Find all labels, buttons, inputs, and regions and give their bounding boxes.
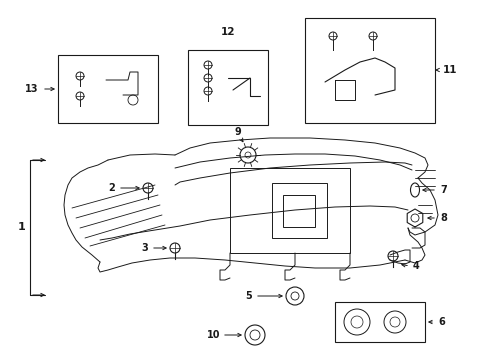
- Text: 7: 7: [440, 185, 447, 195]
- Bar: [188, 50, 268, 125]
- Bar: [58, 55, 158, 123]
- Text: 3: 3: [141, 243, 148, 253]
- Bar: [335, 302, 425, 342]
- Text: 2: 2: [108, 183, 115, 193]
- Bar: [230, 168, 350, 253]
- Bar: [283, 195, 315, 227]
- Text: 1: 1: [17, 222, 25, 232]
- Text: 12: 12: [221, 27, 235, 37]
- Text: 6: 6: [438, 317, 445, 327]
- Text: 13: 13: [24, 84, 38, 94]
- Bar: [272, 183, 327, 238]
- Text: 9: 9: [235, 127, 242, 137]
- Text: 10: 10: [206, 330, 220, 340]
- Text: 8: 8: [440, 213, 447, 223]
- Text: 4: 4: [413, 261, 420, 271]
- Bar: [305, 18, 435, 123]
- Text: 11: 11: [443, 65, 458, 75]
- Text: 5: 5: [245, 291, 252, 301]
